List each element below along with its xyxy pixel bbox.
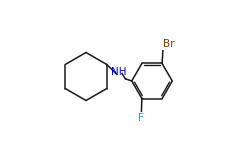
Text: F: F xyxy=(138,113,144,123)
Text: Br: Br xyxy=(163,39,175,49)
Text: NH: NH xyxy=(111,67,127,77)
